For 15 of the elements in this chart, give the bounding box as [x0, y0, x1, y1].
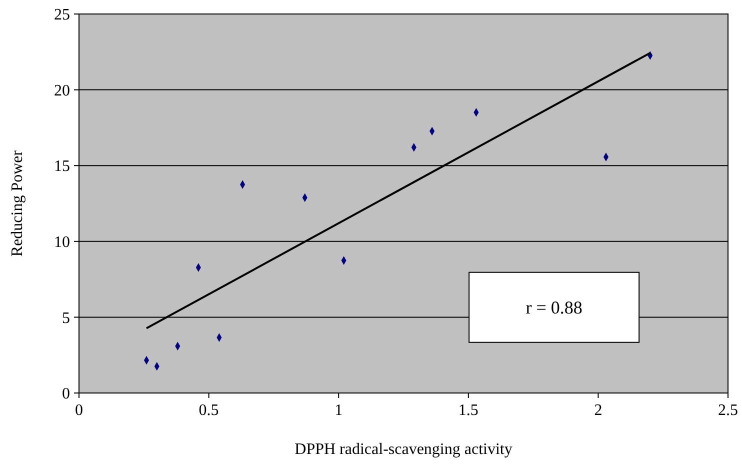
x-axis-title: DPPH radical-scavenging activity [294, 441, 512, 458]
x-tick-label: 0 [75, 402, 83, 419]
y-tick-label: 5 [62, 310, 70, 327]
x-tick-label: 0.5 [198, 402, 219, 419]
y-tick-label: 20 [54, 82, 70, 100]
y-axis-title: Reducing Power [9, 150, 26, 257]
y-tick-label: 0 [62, 386, 70, 403]
x-tick-label: 2 [594, 402, 602, 419]
annotation: r = 0.88 [526, 298, 582, 318]
x-tick-label: 2.5 [718, 402, 738, 419]
x-tick-label: 1.5 [458, 402, 478, 419]
y-tick-label: 25 [54, 6, 70, 24]
y-tick-label: 10 [54, 234, 70, 251]
x-tick-label: 1 [334, 402, 343, 419]
y-tick-label: 15 [54, 158, 70, 176]
